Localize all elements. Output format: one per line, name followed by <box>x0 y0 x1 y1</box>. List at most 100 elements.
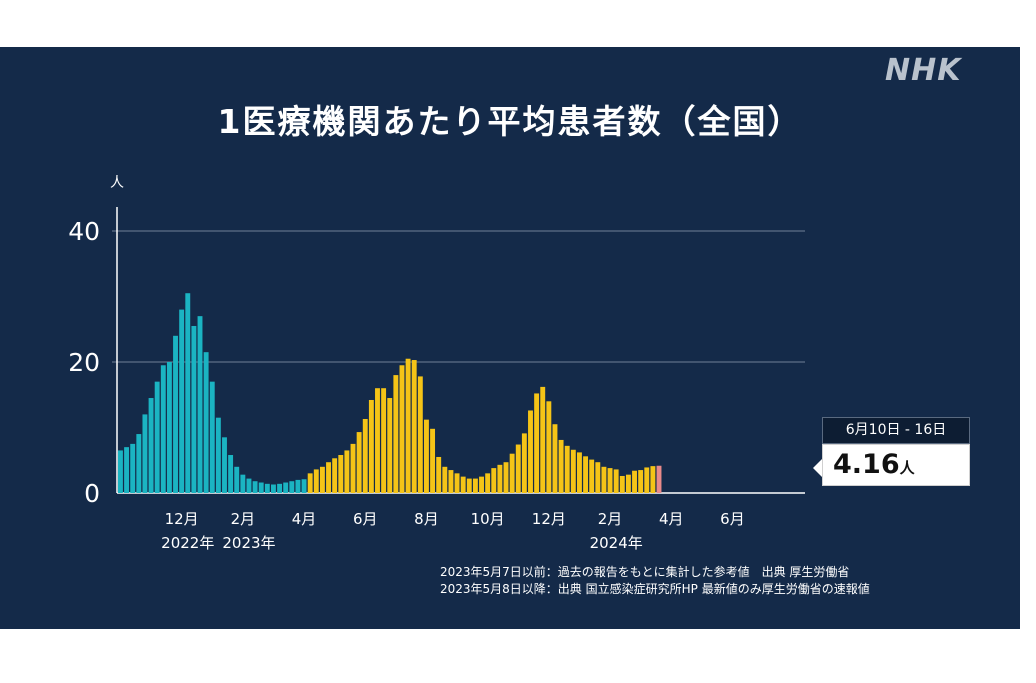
bar-before_2023_05_08 <box>173 335 178 493</box>
bar-after_2023_05_08 <box>307 473 313 493</box>
chart-title: 1医療機関あたり平均患者数（全国） <box>217 102 803 141</box>
bar-after_2023_05_08 <box>497 464 503 493</box>
bar-after_2023_05_08 <box>632 470 637 493</box>
bar-after_2023_05_08 <box>350 443 356 494</box>
source-note: 2023年5月8日以降：出典 国立感染症研究所HP 最新値のみ厚生労働省の速報値 <box>440 581 870 596</box>
bar-after_2023_05_08 <box>436 456 442 493</box>
bar-before_2023_05_08 <box>197 316 203 493</box>
callout-value: 4.16 <box>833 449 900 480</box>
bar-before_2023_05_08 <box>185 293 191 493</box>
bar-after_2023_05_08 <box>387 398 393 493</box>
source-notes: 2023年5月7日以前：過去の報告をもとに集計した参考値 出典 厚生労働省 202… <box>440 564 870 596</box>
x-tick-label: 2月 <box>231 510 256 528</box>
y-tick-label: 40 <box>68 217 100 246</box>
bar-after_2023_05_08 <box>485 473 491 493</box>
bar-before_2023_05_08 <box>191 325 197 493</box>
bar-before_2023_05_08 <box>228 455 234 493</box>
bar-after_2023_05_08 <box>534 393 540 493</box>
bar-before_2023_05_08 <box>271 484 276 493</box>
bar-after_2023_05_08 <box>319 466 325 493</box>
bar-after_2023_05_08 <box>540 386 546 493</box>
bar-before_2023_05_08 <box>246 478 252 493</box>
bar-before_2023_05_08 <box>258 482 264 493</box>
x-tick-label: 6月 <box>353 510 378 528</box>
bar-after_2023_05_08 <box>375 388 380 493</box>
y-tick-label: 0 <box>84 479 100 508</box>
callout-pointer <box>813 459 822 477</box>
source-note: 2023年5月7日以前：過去の報告をもとに集計した参考値 出典 厚生労働省 <box>440 564 849 579</box>
grid-lines <box>112 230 805 363</box>
bar-before_2023_05_08 <box>283 482 289 493</box>
bar-after_2023_05_08 <box>399 365 405 493</box>
bar-after_2023_05_08 <box>638 470 644 493</box>
year-label: 2022年 <box>161 534 214 552</box>
bar-before_2023_05_08 <box>234 466 240 493</box>
bar-after_2023_05_08 <box>491 468 497 493</box>
x-tick-label: 2月 <box>598 510 623 528</box>
bar-before_2023_05_08 <box>264 483 270 493</box>
y-axis-unit: 人 <box>110 175 124 191</box>
bar-after_2023_05_08 <box>521 433 527 493</box>
bar-after_2023_05_08 <box>338 455 344 493</box>
bar-latest <box>656 465 662 493</box>
bar-before_2023_05_08 <box>154 381 160 493</box>
axis-labels: 0 20 40 人 12月 2月 4月 6月 8月 10月 12月 2月 4月 6月 2022年 2023年 2… <box>68 175 745 552</box>
bar-before_2023_05_08 <box>289 481 295 493</box>
bar-before_2023_05_08 <box>166 362 172 493</box>
bar-after_2023_05_08 <box>326 462 331 493</box>
bar-after_2023_05_08 <box>448 470 454 493</box>
bar-after_2023_05_08 <box>577 452 582 493</box>
bar-after_2023_05_08 <box>454 473 460 493</box>
bar-before_2023_05_08 <box>124 447 130 493</box>
bar-after_2023_05_08 <box>570 449 576 493</box>
x-tick-label: 4月 <box>659 510 684 528</box>
bar-before_2023_05_08 <box>179 309 185 493</box>
bar-after_2023_05_08 <box>595 462 601 493</box>
bar-after_2023_05_08 <box>362 418 368 493</box>
callout-period: 6月10日 - 16日 <box>822 417 970 444</box>
bar-before_2023_05_08 <box>130 443 136 494</box>
bar-after_2023_05_08 <box>546 401 552 493</box>
bar-after_2023_05_08 <box>528 410 533 493</box>
y-tick-label: 20 <box>68 348 100 377</box>
bar-after_2023_05_08 <box>344 450 350 493</box>
bar-before_2023_05_08 <box>295 479 301 493</box>
bar-after_2023_05_08 <box>552 424 558 493</box>
bar-after_2023_05_08 <box>430 428 436 493</box>
chart-panel: 1医療機関あたり平均患者数（全国） NHK 0 20 40 人 12月 2月 4月 6月 8月 1… <box>0 47 1020 629</box>
x-tick-label: 6月 <box>720 510 745 528</box>
bar-after_2023_05_08 <box>613 469 619 493</box>
bar-after_2023_05_08 <box>417 376 423 493</box>
bar-before_2023_05_08 <box>252 481 258 493</box>
bar-after_2023_05_08 <box>411 360 417 493</box>
x-tick-label: 8月 <box>414 510 439 528</box>
bar-after_2023_05_08 <box>368 399 374 493</box>
bar-after_2023_05_08 <box>558 439 564 493</box>
bar-after_2023_05_08 <box>589 459 595 493</box>
bar-after_2023_05_08 <box>460 476 466 494</box>
bar-before_2023_05_08 <box>222 437 227 493</box>
bar-after_2023_05_08 <box>424 419 429 493</box>
x-tick-label: 10月 <box>471 510 505 528</box>
bar-after_2023_05_08 <box>381 388 387 493</box>
bar-after_2023_05_08 <box>601 466 607 493</box>
bar-after_2023_05_08 <box>466 478 472 493</box>
bar-before_2023_05_08 <box>203 352 209 493</box>
bar-after_2023_05_08 <box>472 478 478 493</box>
bar-after_2023_05_08 <box>515 444 521 493</box>
bar-after_2023_05_08 <box>650 466 656 493</box>
bar-before_2023_05_08 <box>209 381 215 493</box>
bar-before_2023_05_08 <box>148 398 154 493</box>
bar-after_2023_05_08 <box>564 445 570 493</box>
bar-before_2023_05_08 <box>136 434 142 493</box>
bar-after_2023_05_08 <box>607 468 613 493</box>
bar-after_2023_05_08 <box>442 466 448 493</box>
latest-value-callout: 6月10日 - 16日 4.16人 <box>813 417 970 486</box>
bar-before_2023_05_08 <box>142 414 148 493</box>
bar-after_2023_05_08 <box>356 432 362 493</box>
bar-after_2023_05_08 <box>393 375 399 493</box>
bars <box>118 293 662 494</box>
nhk-logo: NHK <box>885 53 962 88</box>
bar-after_2023_05_08 <box>313 469 319 493</box>
bar-before_2023_05_08 <box>160 365 166 493</box>
